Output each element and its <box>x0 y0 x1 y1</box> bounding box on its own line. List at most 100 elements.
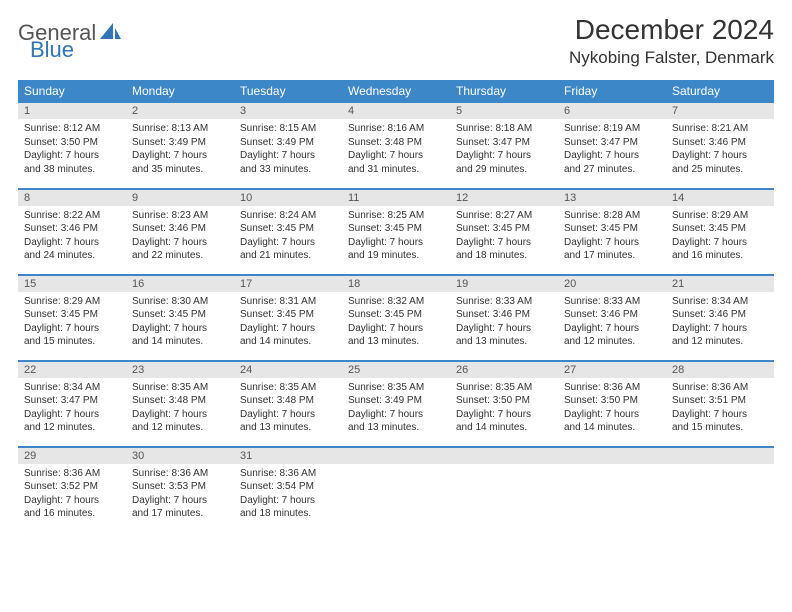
day-line: Sunrise: 8:36 AM <box>672 381 768 395</box>
calendar-day-cell: 7Sunrise: 8:21 AMSunset: 3:46 PMDaylight… <box>666 102 774 188</box>
day-line: Daylight: 7 hours <box>348 408 444 422</box>
day-details: Sunrise: 8:35 AMSunset: 3:48 PMDaylight:… <box>234 378 342 441</box>
day-line: Sunset: 3:47 PM <box>24 394 120 408</box>
day-line: Sunrise: 8:23 AM <box>132 209 228 223</box>
day-line: Daylight: 7 hours <box>456 236 552 250</box>
logo-word-blue: Blue <box>30 37 74 62</box>
day-number-empty <box>450 447 558 464</box>
day-line: and 12 minutes. <box>564 335 660 349</box>
calendar-day-cell: 3Sunrise: 8:15 AMSunset: 3:49 PMDaylight… <box>234 102 342 188</box>
calendar-week-row: 29Sunrise: 8:36 AMSunset: 3:52 PMDayligh… <box>18 446 774 532</box>
day-line: and 13 minutes. <box>456 335 552 349</box>
day-details-empty <box>450 464 558 473</box>
day-number: 24 <box>234 361 342 378</box>
day-line: Daylight: 7 hours <box>672 149 768 163</box>
day-details-empty <box>342 464 450 473</box>
day-details: Sunrise: 8:32 AMSunset: 3:45 PMDaylight:… <box>342 292 450 355</box>
day-line: and 12 minutes. <box>132 421 228 435</box>
day-line: Sunrise: 8:30 AM <box>132 295 228 309</box>
calendar-day-cell: 8Sunrise: 8:22 AMSunset: 3:46 PMDaylight… <box>18 188 126 274</box>
day-number: 30 <box>126 447 234 464</box>
day-line: Daylight: 7 hours <box>132 408 228 422</box>
day-details-empty <box>558 464 666 473</box>
day-line: Daylight: 7 hours <box>672 236 768 250</box>
day-line: Sunset: 3:45 PM <box>348 222 444 236</box>
calendar-day-cell: 5Sunrise: 8:18 AMSunset: 3:47 PMDaylight… <box>450 102 558 188</box>
sail-icon <box>100 22 122 45</box>
day-line: Sunset: 3:46 PM <box>564 308 660 322</box>
day-details: Sunrise: 8:35 AMSunset: 3:48 PMDaylight:… <box>126 378 234 441</box>
day-details: Sunrise: 8:36 AMSunset: 3:53 PMDaylight:… <box>126 464 234 527</box>
day-line: Sunrise: 8:36 AM <box>564 381 660 395</box>
weekday-header: Tuesday <box>234 80 342 102</box>
calendar-day-cell: 22Sunrise: 8:34 AMSunset: 3:47 PMDayligh… <box>18 360 126 446</box>
day-line: and 33 minutes. <box>240 163 336 177</box>
day-line: Sunset: 3:45 PM <box>672 222 768 236</box>
month-title: December 2024 <box>569 14 774 46</box>
day-details: Sunrise: 8:36 AMSunset: 3:52 PMDaylight:… <box>18 464 126 527</box>
calendar-day-cell: 10Sunrise: 8:24 AMSunset: 3:45 PMDayligh… <box>234 188 342 274</box>
day-line: Daylight: 7 hours <box>348 322 444 336</box>
day-details: Sunrise: 8:36 AMSunset: 3:51 PMDaylight:… <box>666 378 774 441</box>
calendar-day-cell: 17Sunrise: 8:31 AMSunset: 3:45 PMDayligh… <box>234 274 342 360</box>
day-line: Sunset: 3:49 PM <box>240 136 336 150</box>
day-line: Sunset: 3:50 PM <box>24 136 120 150</box>
day-line: Sunrise: 8:13 AM <box>132 122 228 136</box>
day-number: 21 <box>666 275 774 292</box>
day-details: Sunrise: 8:35 AMSunset: 3:50 PMDaylight:… <box>450 378 558 441</box>
day-details: Sunrise: 8:36 AMSunset: 3:50 PMDaylight:… <box>558 378 666 441</box>
day-line: Sunrise: 8:32 AM <box>348 295 444 309</box>
weekday-header: Saturday <box>666 80 774 102</box>
weekday-header: Friday <box>558 80 666 102</box>
day-line: Daylight: 7 hours <box>24 149 120 163</box>
day-line: Daylight: 7 hours <box>348 149 444 163</box>
day-number: 7 <box>666 102 774 119</box>
day-number: 22 <box>18 361 126 378</box>
calendar-day-cell: 14Sunrise: 8:29 AMSunset: 3:45 PMDayligh… <box>666 188 774 274</box>
day-line: Sunset: 3:46 PM <box>672 308 768 322</box>
day-details: Sunrise: 8:29 AMSunset: 3:45 PMDaylight:… <box>666 206 774 269</box>
day-line: Daylight: 7 hours <box>132 322 228 336</box>
calendar-day-cell: 28Sunrise: 8:36 AMSunset: 3:51 PMDayligh… <box>666 360 774 446</box>
day-number: 31 <box>234 447 342 464</box>
day-line: and 18 minutes. <box>456 249 552 263</box>
day-line: Sunset: 3:50 PM <box>456 394 552 408</box>
calendar-day-cell: 4Sunrise: 8:16 AMSunset: 3:48 PMDaylight… <box>342 102 450 188</box>
day-line: Sunset: 3:45 PM <box>132 308 228 322</box>
day-number-empty <box>666 447 774 464</box>
day-line: Daylight: 7 hours <box>564 408 660 422</box>
calendar-day-cell: 26Sunrise: 8:35 AMSunset: 3:50 PMDayligh… <box>450 360 558 446</box>
day-details-empty <box>666 464 774 473</box>
calendar-day-cell: 24Sunrise: 8:35 AMSunset: 3:48 PMDayligh… <box>234 360 342 446</box>
day-line: Daylight: 7 hours <box>24 236 120 250</box>
day-line: Daylight: 7 hours <box>132 236 228 250</box>
day-line: Sunset: 3:47 PM <box>564 136 660 150</box>
day-line: Sunrise: 8:35 AM <box>132 381 228 395</box>
day-line: Sunrise: 8:36 AM <box>132 467 228 481</box>
day-line: and 22 minutes. <box>132 249 228 263</box>
day-number: 10 <box>234 189 342 206</box>
day-line: Daylight: 7 hours <box>456 149 552 163</box>
day-number: 25 <box>342 361 450 378</box>
day-line: Sunset: 3:45 PM <box>456 222 552 236</box>
day-line: Sunset: 3:45 PM <box>240 222 336 236</box>
day-details: Sunrise: 8:24 AMSunset: 3:45 PMDaylight:… <box>234 206 342 269</box>
day-number: 11 <box>342 189 450 206</box>
day-line: Sunrise: 8:33 AM <box>456 295 552 309</box>
calendar-body: 1Sunrise: 8:12 AMSunset: 3:50 PMDaylight… <box>18 102 774 532</box>
day-line: and 12 minutes. <box>672 335 768 349</box>
calendar-day-cell <box>342 446 450 532</box>
calendar-day-cell: 16Sunrise: 8:30 AMSunset: 3:45 PMDayligh… <box>126 274 234 360</box>
day-line: Sunrise: 8:15 AM <box>240 122 336 136</box>
day-line: Sunrise: 8:33 AM <box>564 295 660 309</box>
day-details: Sunrise: 8:35 AMSunset: 3:49 PMDaylight:… <box>342 378 450 441</box>
day-line: Sunset: 3:51 PM <box>672 394 768 408</box>
day-line: Sunset: 3:52 PM <box>24 480 120 494</box>
day-line: Sunrise: 8:35 AM <box>456 381 552 395</box>
day-details: Sunrise: 8:25 AMSunset: 3:45 PMDaylight:… <box>342 206 450 269</box>
day-details: Sunrise: 8:30 AMSunset: 3:45 PMDaylight:… <box>126 292 234 355</box>
day-line: Sunset: 3:45 PM <box>348 308 444 322</box>
calendar-day-cell: 2Sunrise: 8:13 AMSunset: 3:49 PMDaylight… <box>126 102 234 188</box>
day-number: 20 <box>558 275 666 292</box>
day-line: and 19 minutes. <box>348 249 444 263</box>
